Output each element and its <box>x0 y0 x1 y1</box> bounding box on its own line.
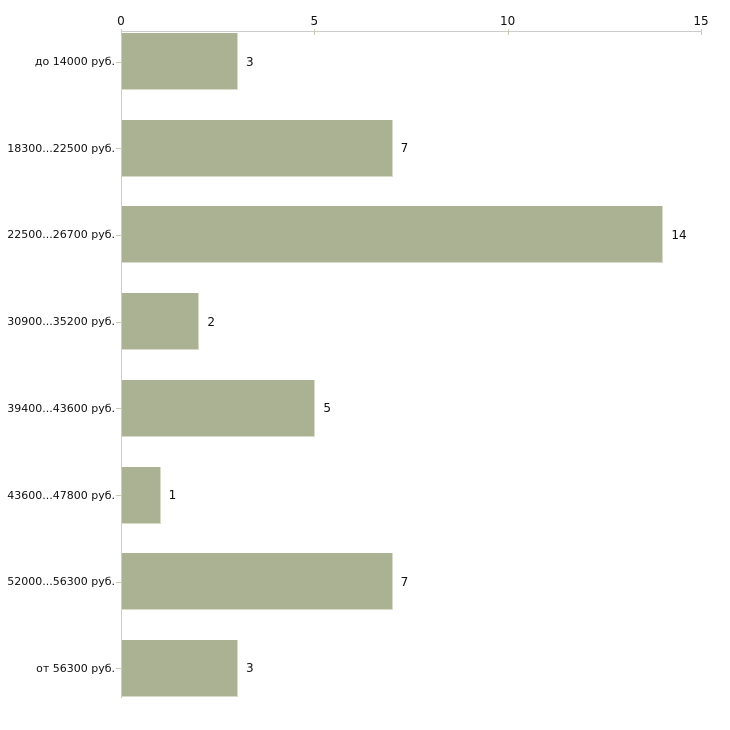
bar-row: 1 <box>122 466 177 524</box>
category-label: 39400...43600 руб. <box>7 401 115 415</box>
category-label: до 14000 руб. <box>34 55 115 68</box>
bar-row: 7 <box>122 119 409 177</box>
value-label: 3 <box>246 661 254 676</box>
category-label: 52000...56300 руб. <box>7 575 115 589</box>
bar-row: 2 <box>122 293 215 351</box>
bar-row: 3 <box>122 639 254 697</box>
x-tick-mark <box>507 29 509 35</box>
bar <box>122 466 161 524</box>
y-tick-mark <box>116 61 121 63</box>
bar <box>122 379 316 437</box>
value-label: 14 <box>671 227 687 242</box>
value-label: 7 <box>400 574 409 589</box>
bar-row: 3 <box>122 33 254 90</box>
bar <box>122 293 200 351</box>
value-label: 1 <box>168 488 177 502</box>
y-tick-mark <box>116 408 121 410</box>
y-tick-mark <box>116 495 121 496</box>
y-tick-mark <box>116 668 121 670</box>
value-label: 2 <box>207 314 215 329</box>
bar-row: 7 <box>122 553 409 611</box>
bar <box>122 206 664 264</box>
bar <box>122 639 238 697</box>
value-label: 5 <box>323 401 331 416</box>
value-label: 7 <box>400 141 409 156</box>
bar-row: 14 <box>122 206 687 264</box>
y-tick-mark <box>116 234 121 236</box>
category-label: 22500...26700 руб. <box>7 228 115 242</box>
y-tick-mark <box>116 148 121 150</box>
x-tick-mark <box>701 29 702 35</box>
bar-row: 5 <box>122 379 331 437</box>
y-tick-mark <box>116 581 121 583</box>
x-tick-label: 5 <box>310 14 319 28</box>
x-axis-line <box>121 31 701 32</box>
category-label: 30900...35200 руб. <box>7 315 115 329</box>
category-label: 18300...22500 руб. <box>7 141 115 155</box>
y-tick-mark <box>116 321 121 323</box>
x-tick-label: 10 <box>500 14 516 28</box>
category-label: 43600...47800 руб. <box>7 488 115 502</box>
y-axis-line <box>121 31 122 698</box>
bar <box>122 33 238 90</box>
bar <box>122 119 393 177</box>
category-label: от 56300 руб. <box>36 661 115 675</box>
x-tick-mark <box>314 29 316 35</box>
x-tick-label: 15 <box>693 14 709 28</box>
x-tick-label: 0 <box>117 14 125 28</box>
value-label: 3 <box>246 54 254 69</box>
bar <box>122 553 393 611</box>
x-tick-mark <box>121 29 122 35</box>
